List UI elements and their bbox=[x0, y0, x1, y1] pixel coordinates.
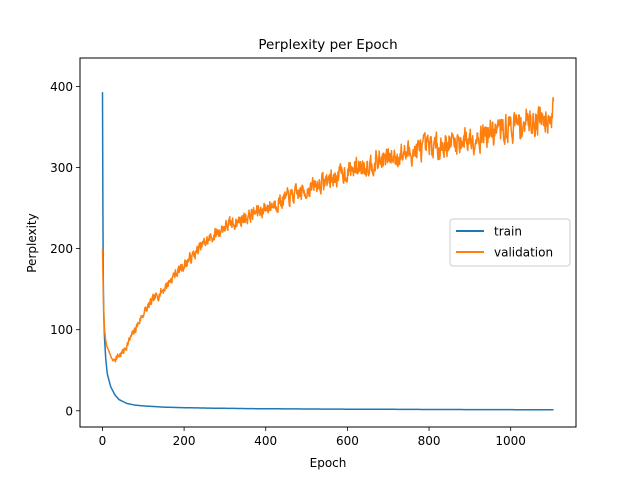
y-tick-label: 0 bbox=[65, 404, 73, 418]
x-tick-label: 1000 bbox=[495, 434, 526, 448]
legend: train validation bbox=[449, 218, 571, 267]
y-axis-label: Perplexity bbox=[25, 213, 39, 273]
x-tick-label: 400 bbox=[254, 434, 277, 448]
plot-lines bbox=[101, 92, 555, 411]
chart-title: Perplexity per Epoch bbox=[258, 37, 397, 53]
x-axis: 0 200 400 600 800 1000 bbox=[99, 427, 526, 448]
series-line-train bbox=[101, 92, 554, 411]
x-tick-label: 600 bbox=[336, 434, 359, 448]
x-axis-label: Epoch bbox=[310, 456, 347, 470]
y-tick-label: 300 bbox=[50, 161, 73, 175]
y-tick-label: 200 bbox=[50, 242, 73, 256]
x-tick-label: 200 bbox=[173, 434, 196, 448]
legend-label-train: train bbox=[494, 225, 522, 239]
x-tick-label: 0 bbox=[99, 434, 107, 448]
y-tick-label: 100 bbox=[50, 323, 73, 337]
plot-frame bbox=[79, 57, 577, 428]
legend-label-validation: validation bbox=[494, 246, 553, 260]
y-tick-label: 400 bbox=[50, 80, 73, 94]
x-tick-label: 800 bbox=[418, 434, 441, 448]
y-axis: 0 100 200 300 400 bbox=[50, 80, 80, 418]
series-line-validation bbox=[101, 96, 555, 363]
